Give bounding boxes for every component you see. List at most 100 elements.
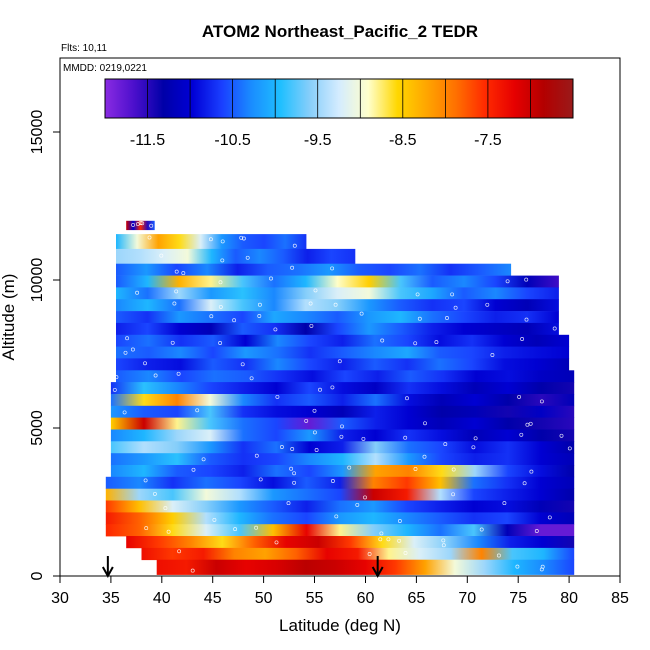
sample-point <box>290 447 295 451</box>
sample-point <box>559 433 564 438</box>
sample-point <box>304 418 309 423</box>
sample-point <box>505 279 510 284</box>
sample-point <box>522 481 527 486</box>
sample-point <box>195 408 200 413</box>
sample-point <box>172 301 177 306</box>
sample-point <box>275 394 280 399</box>
sample-point <box>159 253 164 258</box>
sample-point <box>337 359 342 364</box>
x-tick-label: 50 <box>255 590 273 607</box>
sample-point <box>140 221 145 226</box>
sample-point <box>147 235 152 240</box>
sample-point <box>112 387 117 392</box>
sample-point <box>524 317 529 322</box>
sample-point <box>330 479 335 483</box>
sample-point <box>567 446 572 451</box>
layer-band <box>116 248 356 265</box>
flights-label: Flts: 10,11 <box>61 43 107 54</box>
layer-band <box>116 311 559 324</box>
sample-point <box>218 341 223 345</box>
sample-point <box>249 376 254 381</box>
sample-point <box>397 538 402 543</box>
layer-band <box>116 275 559 288</box>
x-tick-label: 40 <box>153 590 171 607</box>
sample-point <box>131 222 136 227</box>
sample-point <box>201 457 206 462</box>
sample-point <box>479 527 484 532</box>
colorbar-tick-label: -11.5 <box>130 132 165 149</box>
sample-point <box>130 347 135 352</box>
sample-point <box>515 564 520 569</box>
layer-band <box>126 536 575 549</box>
sample-point <box>241 236 246 241</box>
x-tick-label: 30 <box>51 590 69 607</box>
sample-point <box>450 292 455 297</box>
sample-point <box>239 235 244 240</box>
sample-point <box>257 314 262 318</box>
sample-point <box>540 564 545 569</box>
sample-point <box>258 477 263 482</box>
sample-point <box>254 453 259 458</box>
sample-point <box>525 422 530 427</box>
sample-point <box>361 436 366 441</box>
heatmap-layers <box>105 220 575 575</box>
sample-point <box>473 436 478 441</box>
sample-point <box>176 371 181 376</box>
plot-frame <box>59 57 621 577</box>
sample-point <box>312 430 317 435</box>
sample-point <box>529 469 534 474</box>
sample-point <box>220 239 225 244</box>
sample-point <box>233 527 238 532</box>
sample-point <box>170 340 175 345</box>
colorbar-tick-label: -7.5 <box>474 132 502 149</box>
sample-point <box>359 311 364 316</box>
sample-point <box>490 353 495 357</box>
sample-point <box>292 243 297 248</box>
sample-point <box>445 316 449 320</box>
sample-point <box>289 466 294 471</box>
layer-band <box>105 500 575 513</box>
sample-point <box>114 375 119 380</box>
layer-band <box>105 488 575 501</box>
sample-point <box>181 271 186 276</box>
sample-point <box>166 529 171 534</box>
sample-point <box>190 568 195 573</box>
sample-point <box>347 465 352 470</box>
sample-point <box>378 537 383 542</box>
layer-band <box>116 234 307 250</box>
sample-point <box>520 337 525 341</box>
sample-point <box>163 506 168 511</box>
sample-point <box>524 277 529 282</box>
sample-point <box>451 492 456 497</box>
sample-point <box>153 373 158 378</box>
sample-point <box>330 385 335 390</box>
sample-point <box>125 336 130 341</box>
sample-point <box>290 265 295 270</box>
layer-band <box>110 394 575 407</box>
layer-band <box>105 476 575 489</box>
sample-point <box>502 501 507 506</box>
sample-point <box>318 387 322 392</box>
layer-band <box>116 287 559 300</box>
sample-point <box>152 491 157 496</box>
sample-point <box>309 323 314 328</box>
sample-point <box>209 314 214 319</box>
sample-point <box>218 280 223 285</box>
x-tick-label: 65 <box>408 590 426 607</box>
x-tick-label: 80 <box>560 590 578 607</box>
sample-point <box>208 237 213 242</box>
sample-point <box>403 551 408 555</box>
x-axis: 30 35 40 45 50 55 60 65 70 75 80 85 <box>51 576 629 607</box>
sample-point <box>496 553 501 558</box>
sample-point <box>143 361 147 366</box>
colorbar-tick-label: -9.5 <box>304 132 332 149</box>
sample-point <box>279 445 284 449</box>
sample-point <box>485 302 490 307</box>
sample-point <box>367 552 372 556</box>
layer-band <box>110 453 575 466</box>
sample-point <box>415 292 420 297</box>
colorbar <box>104 78 574 119</box>
x-tick-label: 85 <box>611 590 629 607</box>
sample-point <box>340 424 344 429</box>
sample-point <box>417 316 422 321</box>
